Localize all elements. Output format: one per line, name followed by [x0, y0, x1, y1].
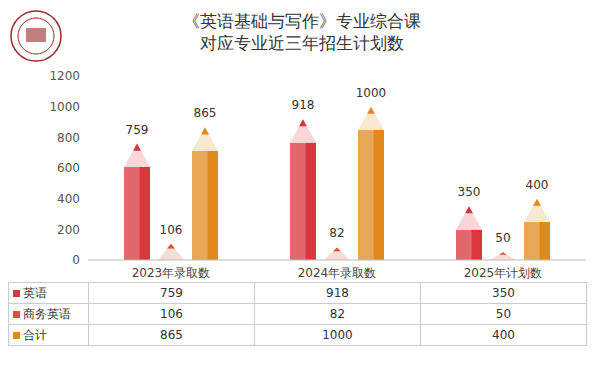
- svg-text:800: 800: [57, 131, 80, 145]
- svg-text:106: 106: [160, 223, 183, 237]
- html-text:865: 865: [160, 328, 183, 342]
- html-text:759: 759: [160, 286, 183, 300]
- svg-text:82: 82: [329, 226, 344, 240]
- svg-text:50: 50: [495, 231, 510, 245]
- svg-text:1000: 1000: [49, 100, 80, 114]
- svg-text:400: 400: [57, 192, 80, 206]
- html-text:商务英语: 商务英语: [23, 306, 71, 321]
- html-text:350: 350: [492, 286, 515, 300]
- html-text:1000: 1000: [322, 328, 353, 342]
- html-text:《英语基础与写作》专业综合课: 《英语基础与写作》专业综合课: [183, 11, 421, 31]
- html-text:合计: 合计: [23, 327, 47, 342]
- html-text:英语: 英语: [23, 285, 47, 300]
- svg-text:2023年录取数: 2023年录取数: [132, 266, 211, 280]
- svg-text:2025年计划数: 2025年计划数: [464, 266, 543, 280]
- svg-text:600: 600: [57, 161, 80, 175]
- svg-text:759: 759: [126, 123, 149, 137]
- svg-text:1200: 1200: [49, 69, 80, 83]
- svg-text:2024年录取数: 2024年录取数: [298, 266, 377, 280]
- html-text:82: 82: [329, 307, 346, 321]
- html-text:400: 400: [492, 328, 515, 342]
- svg-text:200: 200: [57, 223, 80, 237]
- svg-text:865: 865: [194, 106, 217, 120]
- html-text:对应专业近三年招生计划数: 对应专业近三年招生计划数: [200, 33, 404, 53]
- html-text:918: 918: [326, 286, 349, 300]
- svg-text:350: 350: [458, 185, 481, 199]
- svg-text:918: 918: [292, 98, 315, 112]
- svg-text:0: 0: [72, 253, 80, 267]
- svg-text:400: 400: [526, 178, 549, 192]
- html-text:106: 106: [160, 307, 183, 321]
- html-text:50: 50: [495, 307, 512, 321]
- svg-text:1000: 1000: [356, 86, 387, 100]
